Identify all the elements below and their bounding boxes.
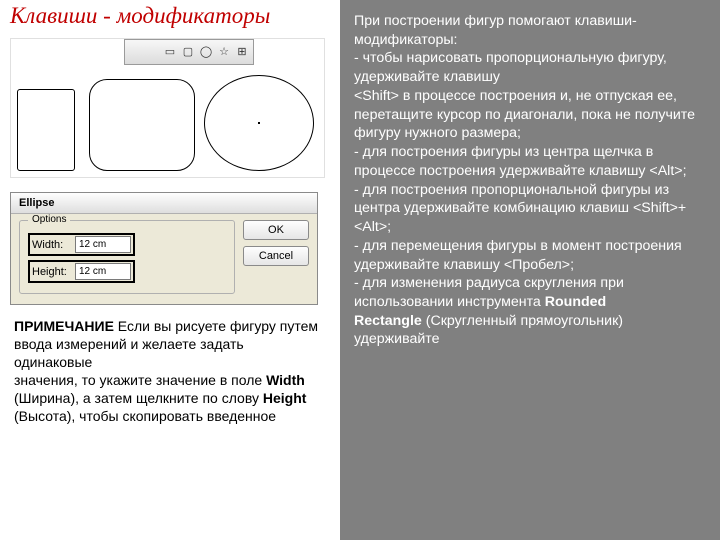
right-p5: - для построения пропорциональной фигуры… <box>354 181 706 237</box>
ellipse-center-dot <box>258 122 260 124</box>
shape-square <box>17 89 75 171</box>
ellipse-dialog: Ellipse Options Width: 12 cm Height: 12 … <box>10 192 318 305</box>
note-text-2a: значения, то укажите значение в поле <box>14 372 266 388</box>
right-p2: - чтобы нарисовать пропорциональную фигу… <box>354 49 706 86</box>
right-bold-rounded: Rounded <box>545 294 606 310</box>
dialog-options-group: Options Width: 12 cm Height: 12 cm <box>19 220 235 294</box>
tool-star-icon: ☆ <box>216 44 232 60</box>
height-highlight: Height: 12 cm <box>28 260 135 283</box>
shapes-toolbar: ▭ ▢ ◯ ☆ ⊞ <box>124 39 254 65</box>
note-text-2c: (Высота), чтобы скопировать введенное <box>14 408 276 424</box>
dialog-title: Ellipse <box>11 193 317 214</box>
ok-button[interactable]: OK <box>243 220 309 240</box>
note-bold-width: Width <box>266 372 305 388</box>
height-input[interactable]: 12 cm <box>75 263 131 280</box>
shape-ellipse <box>204 75 314 171</box>
right-p4: - для построения фигуры из центра щелчка… <box>354 143 706 180</box>
page-title: Клавиши - модификаторы <box>10 4 334 28</box>
note-bold-height: Height <box>263 390 307 406</box>
tool-square-icon: ▭ <box>162 44 178 60</box>
right-p6: - для перемещения фигуры в момент постро… <box>354 237 706 274</box>
right-p3: <Shift> в процессе построения и, не отпу… <box>354 87 706 143</box>
tool-grid-icon: ⊞ <box>234 44 250 60</box>
right-p1: При построении фигур помогают клавиши-мо… <box>354 12 706 49</box>
right-panel: При построении фигур помогают клавиши-мо… <box>340 0 720 540</box>
note-lead: ПРИМЕЧАНИЕ <box>14 318 114 334</box>
tool-circle-icon: ◯ <box>198 44 214 60</box>
width-input[interactable]: 12 cm <box>75 236 131 253</box>
shapes-illustration: ▭ ▢ ◯ ☆ ⊞ <box>10 38 325 178</box>
tool-rounded-icon: ▢ <box>180 44 196 60</box>
note-box: ПРИМЕЧАНИЕ Если вы рисуете фигуру путем … <box>10 317 326 425</box>
width-highlight: Width: 12 cm <box>28 233 135 256</box>
right-p7: - для изменения радиуса скругления при и… <box>354 274 706 349</box>
right-bold-rectangle: Rectangle <box>354 313 422 329</box>
options-legend: Options <box>28 214 70 225</box>
note-text-2b: (Ширина), а затем щелкните по слову <box>14 390 263 406</box>
cancel-button[interactable]: Cancel <box>243 246 309 266</box>
height-label: Height: <box>32 266 70 278</box>
shape-rounded-rect <box>89 79 195 171</box>
width-label: Width: <box>32 239 70 251</box>
